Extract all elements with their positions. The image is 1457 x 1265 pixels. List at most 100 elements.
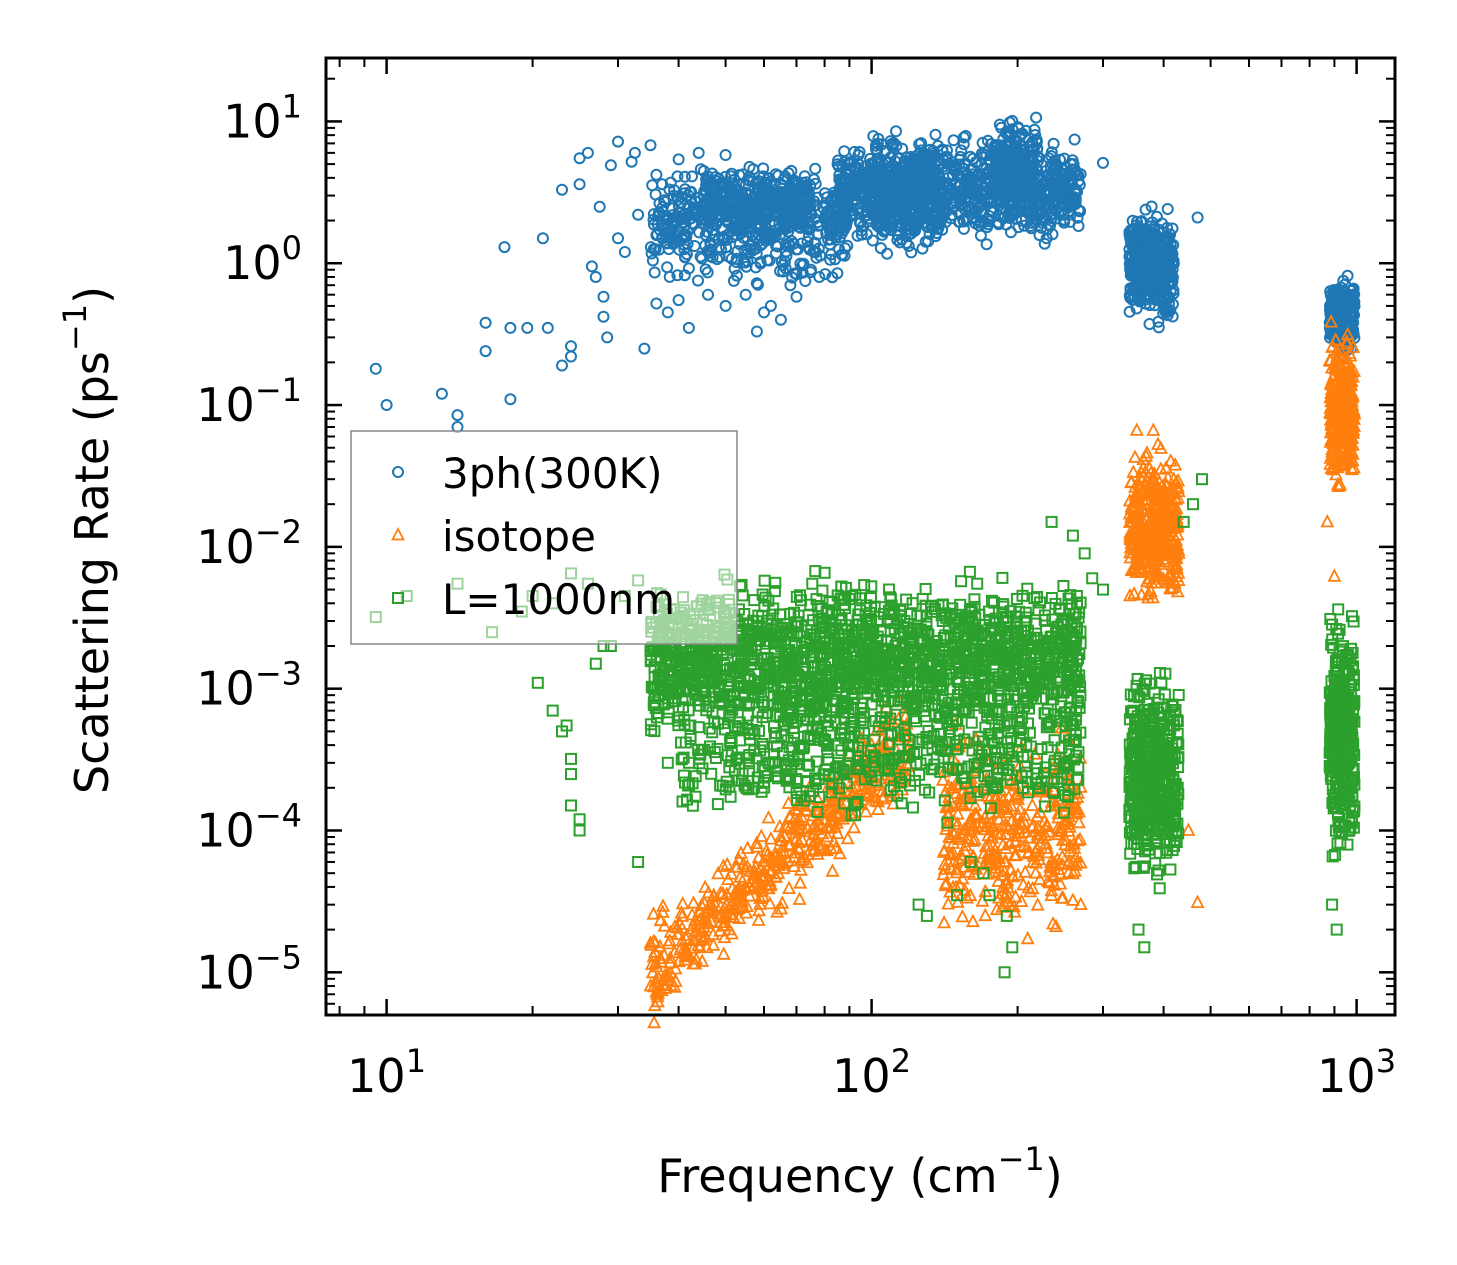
point-3ph	[799, 275, 812, 287]
point-3ph	[735, 227, 748, 240]
point-3ph	[761, 189, 774, 202]
point-3ph	[746, 244, 759, 257]
point-3ph	[671, 269, 684, 282]
point-3ph	[841, 239, 854, 252]
point-3ph	[825, 248, 838, 261]
point-3ph	[773, 218, 786, 231]
point-3ph	[788, 198, 801, 211]
point-3ph	[751, 184, 764, 197]
point-3ph	[755, 213, 768, 226]
point-3ph	[720, 208, 732, 221]
point-3ph	[789, 179, 802, 192]
point-3ph	[699, 263, 712, 276]
point-3ph	[730, 256, 743, 268]
point-3ph	[658, 194, 671, 207]
point-3ph	[959, 130, 972, 142]
point-3ph	[837, 224, 850, 237]
point-3ph	[681, 225, 694, 238]
point-3ph	[783, 215, 796, 228]
point-3ph	[670, 230, 682, 243]
point-3ph	[801, 235, 814, 248]
series-3ph	[369, 111, 1361, 433]
point-3ph	[819, 268, 832, 281]
point-3ph	[799, 209, 812, 222]
point-3ph	[650, 229, 663, 242]
point-3ph	[790, 268, 803, 281]
point-3ph	[820, 199, 833, 212]
point-3ph	[676, 216, 689, 229]
point-3ph	[686, 170, 698, 183]
point-3ph	[794, 221, 807, 234]
point-3ph	[661, 261, 674, 274]
point-3ph	[802, 188, 815, 201]
point-3ph	[794, 257, 807, 270]
point-3ph	[724, 191, 737, 204]
point-3ph	[701, 266, 714, 279]
point-3ph	[740, 248, 753, 261]
point-3ph	[648, 266, 661, 279]
point-3ph	[687, 202, 700, 215]
point-3ph	[770, 190, 783, 202]
point-3ph	[671, 170, 684, 183]
point-3ph	[701, 225, 713, 238]
point-3ph	[746, 229, 759, 242]
point-3ph	[839, 242, 852, 255]
point-3ph	[747, 202, 760, 215]
point-3ph	[692, 274, 704, 287]
point-3ph	[751, 278, 764, 291]
point-3ph	[704, 182, 716, 195]
point-3ph	[707, 218, 719, 231]
point-3ph	[809, 237, 822, 249]
point-3ph	[795, 237, 808, 250]
point-3ph	[746, 175, 759, 188]
point-3ph	[678, 170, 691, 183]
point-3ph	[647, 208, 660, 221]
point-3ph	[739, 186, 752, 199]
point-3ph	[765, 229, 778, 242]
point-3ph	[678, 243, 691, 256]
point-3ph	[761, 254, 774, 267]
point-3ph	[772, 206, 784, 219]
point-3ph	[809, 162, 822, 175]
point-3ph	[667, 189, 680, 202]
point-3ph	[733, 178, 746, 191]
point-3ph	[717, 230, 730, 243]
point-3ph	[679, 251, 691, 264]
point-3ph	[773, 222, 786, 235]
point-3ph	[725, 170, 737, 183]
point-3ph	[667, 238, 680, 250]
point-3ph	[653, 209, 666, 222]
point-3ph	[675, 190, 688, 203]
point-3ph	[783, 182, 796, 195]
point-3ph	[664, 176, 677, 189]
point-3ph	[797, 180, 810, 192]
point-3ph	[731, 202, 744, 215]
point-3ph	[721, 233, 734, 246]
point-3ph	[777, 189, 790, 202]
point-3ph	[824, 253, 837, 266]
point-3ph	[741, 211, 754, 224]
point-3ph	[741, 243, 754, 255]
point-3ph	[1000, 218, 1013, 231]
point-3ph	[668, 184, 681, 197]
point-3ph	[685, 185, 697, 198]
point-3ph	[728, 217, 741, 230]
point-3ph	[659, 237, 672, 250]
point-3ph	[703, 194, 716, 206]
point-3ph	[749, 261, 762, 274]
point-3ph	[812, 219, 824, 232]
point-3ph	[777, 265, 790, 278]
point-3ph	[646, 254, 659, 267]
point-3ph	[749, 203, 762, 216]
point-3ph	[787, 237, 800, 250]
data-points	[369, 111, 1362, 1029]
point-3ph	[824, 225, 837, 238]
point-3ph	[770, 247, 782, 260]
point-3ph	[781, 202, 794, 215]
point-3ph	[688, 240, 701, 252]
point-3ph	[810, 251, 823, 264]
point-3ph	[697, 165, 710, 177]
point-3ph	[714, 177, 727, 190]
point-3ph	[759, 178, 772, 191]
